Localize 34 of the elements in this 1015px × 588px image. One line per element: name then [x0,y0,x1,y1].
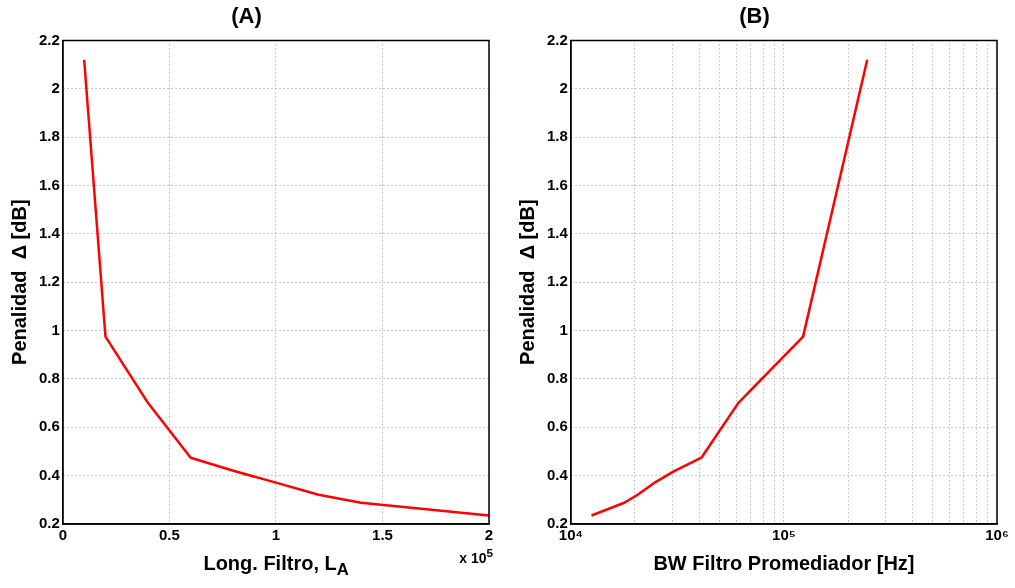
y-tick-label: 0.8 [38,369,60,387]
x-tick-label: 1 [271,526,281,544]
chart-title: (A) [231,3,262,29]
y-tick-label: 1.4 [546,223,569,241]
y-tick-label: 2.2 [546,30,568,48]
y-tick-label: 0.6 [546,417,568,435]
y-tick-label: 1.2 [546,272,568,290]
x-tick-label: 10⁵ [772,526,796,544]
y-tick-label: 0.8 [546,369,568,387]
x-tick-label: 10⁶ [985,526,1009,544]
y-tick-label: 0.2 [38,514,60,532]
y-axis-title: Penalidad Δ [dB] [515,199,538,365]
y-tick-label: 1.6 [38,175,60,193]
y-tick-label: 2 [51,78,60,96]
y-tick-label: 1.4 [38,223,61,241]
y-tick-label: 0.4 [546,465,569,483]
y-tick-label: 2 [559,78,568,96]
y-tick-label: 1.6 [546,175,568,193]
x-axis-title: BW Filtro Promediador [Hz] [653,552,915,575]
x-axis-title: Long. Filtro, L$_{A}$ [203,552,349,580]
y-tick-label: 0.4 [38,465,61,483]
text: x 10$^{5}$ [459,546,493,566]
x-tick-label: 1.5 [372,526,393,544]
y-tick-label: 0.6 [38,417,60,435]
x-tick-label: 0.5 [158,526,180,544]
y-tick-label: 2.2 [38,30,60,48]
y-tick-label: 1.8 [546,127,568,145]
y-tick-label: 1 [51,320,60,338]
y-axis-title: Penalidad Δ [dB] [7,199,30,365]
y-tick-label: 1 [559,320,568,338]
y-tick-label: 1.2 [38,272,60,290]
y-tick-label: 1.8 [38,127,60,145]
x-tick-label: 2 [484,526,494,544]
chart-title: (B) [739,3,770,29]
